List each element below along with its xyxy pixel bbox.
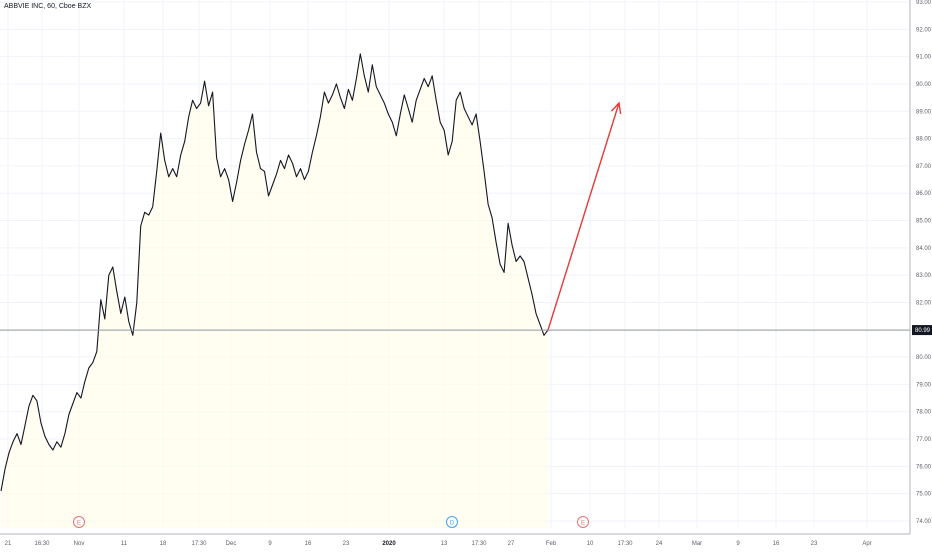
x-tick-label: Nov xyxy=(74,541,85,547)
x-tick-label: 17:30 xyxy=(617,541,633,547)
y-tick-label: 76.00 xyxy=(916,464,932,470)
earnings-marker-label: E xyxy=(77,521,81,527)
x-tick-label: 9 xyxy=(268,541,272,547)
x-tick-label: 24 xyxy=(656,541,663,547)
x-tick-label: 13 xyxy=(441,541,448,547)
x-tick-label: 9 xyxy=(736,541,740,547)
x-tick-label: Dec xyxy=(226,541,237,547)
x-tick-label: Apr xyxy=(862,541,871,547)
price-line[interactable] xyxy=(0,53,549,492)
y-tick-label: 93.00 xyxy=(916,0,932,6)
y-tick-label: 75.00 xyxy=(916,492,932,498)
x-tick-label: Mar xyxy=(692,541,702,547)
earnings-marker[interactable] xyxy=(73,516,85,528)
x-tick-label: 10 xyxy=(587,541,594,547)
y-tick-label: 77.00 xyxy=(916,437,932,443)
earnings-marker-label: E xyxy=(581,521,585,527)
dividend-marker[interactable] xyxy=(446,516,458,528)
current-price-badge xyxy=(912,325,932,336)
y-tick-label: 89.00 xyxy=(916,109,932,115)
y-tick-label: 91.00 xyxy=(916,55,932,61)
symbol-title: ABBVIE INC, 60, Cboe BZX xyxy=(4,3,92,10)
x-tick-label: 27 xyxy=(508,541,515,547)
dividend-marker-label: D xyxy=(450,521,455,527)
earnings-marker[interactable] xyxy=(577,516,589,528)
y-tick-label: 82.00 xyxy=(916,300,932,306)
x-tick-label: 16:30 xyxy=(34,541,50,547)
price-area-fill xyxy=(1,53,548,529)
x-tick-label: 23 xyxy=(811,541,818,547)
x-tick-label: 21 xyxy=(5,541,12,547)
time-axis-panel[interactable] xyxy=(0,534,932,550)
y-tick-label: 92.00 xyxy=(916,27,932,33)
current-price-label: 80.99 xyxy=(915,328,931,334)
x-tick-label: Feb xyxy=(546,541,557,547)
y-tick-label: 90.00 xyxy=(916,82,932,88)
x-tick-label: 23 xyxy=(343,541,350,547)
x-tick-label: 18 xyxy=(160,541,167,547)
y-tick-label: 74.00 xyxy=(916,519,932,525)
x-tick-label: 17:30 xyxy=(471,541,487,547)
y-tick-label: 87.00 xyxy=(916,164,932,170)
y-tick-label: 85.00 xyxy=(916,219,932,225)
x-tick-label: 16 xyxy=(305,541,312,547)
y-tick-label: 78.00 xyxy=(916,410,932,416)
projection-arrow-head[interactable] xyxy=(610,101,622,115)
x-tick-label: 16 xyxy=(773,541,780,547)
x-tick-label: 11 xyxy=(121,541,128,547)
x-tick-label: 2020 xyxy=(382,541,396,547)
price-axis-panel[interactable] xyxy=(910,0,932,550)
projection-arrow-line[interactable] xyxy=(547,102,620,331)
x-tick-label: 17:30 xyxy=(191,541,207,547)
y-tick-label: 84.00 xyxy=(916,246,932,252)
y-tick-label: 83.00 xyxy=(916,273,932,279)
y-tick-label: 86.00 xyxy=(916,191,932,197)
y-tick-label: 80.00 xyxy=(916,355,932,361)
y-tick-label: 88.00 xyxy=(916,137,932,143)
y-tick-label: 79.00 xyxy=(916,382,932,388)
